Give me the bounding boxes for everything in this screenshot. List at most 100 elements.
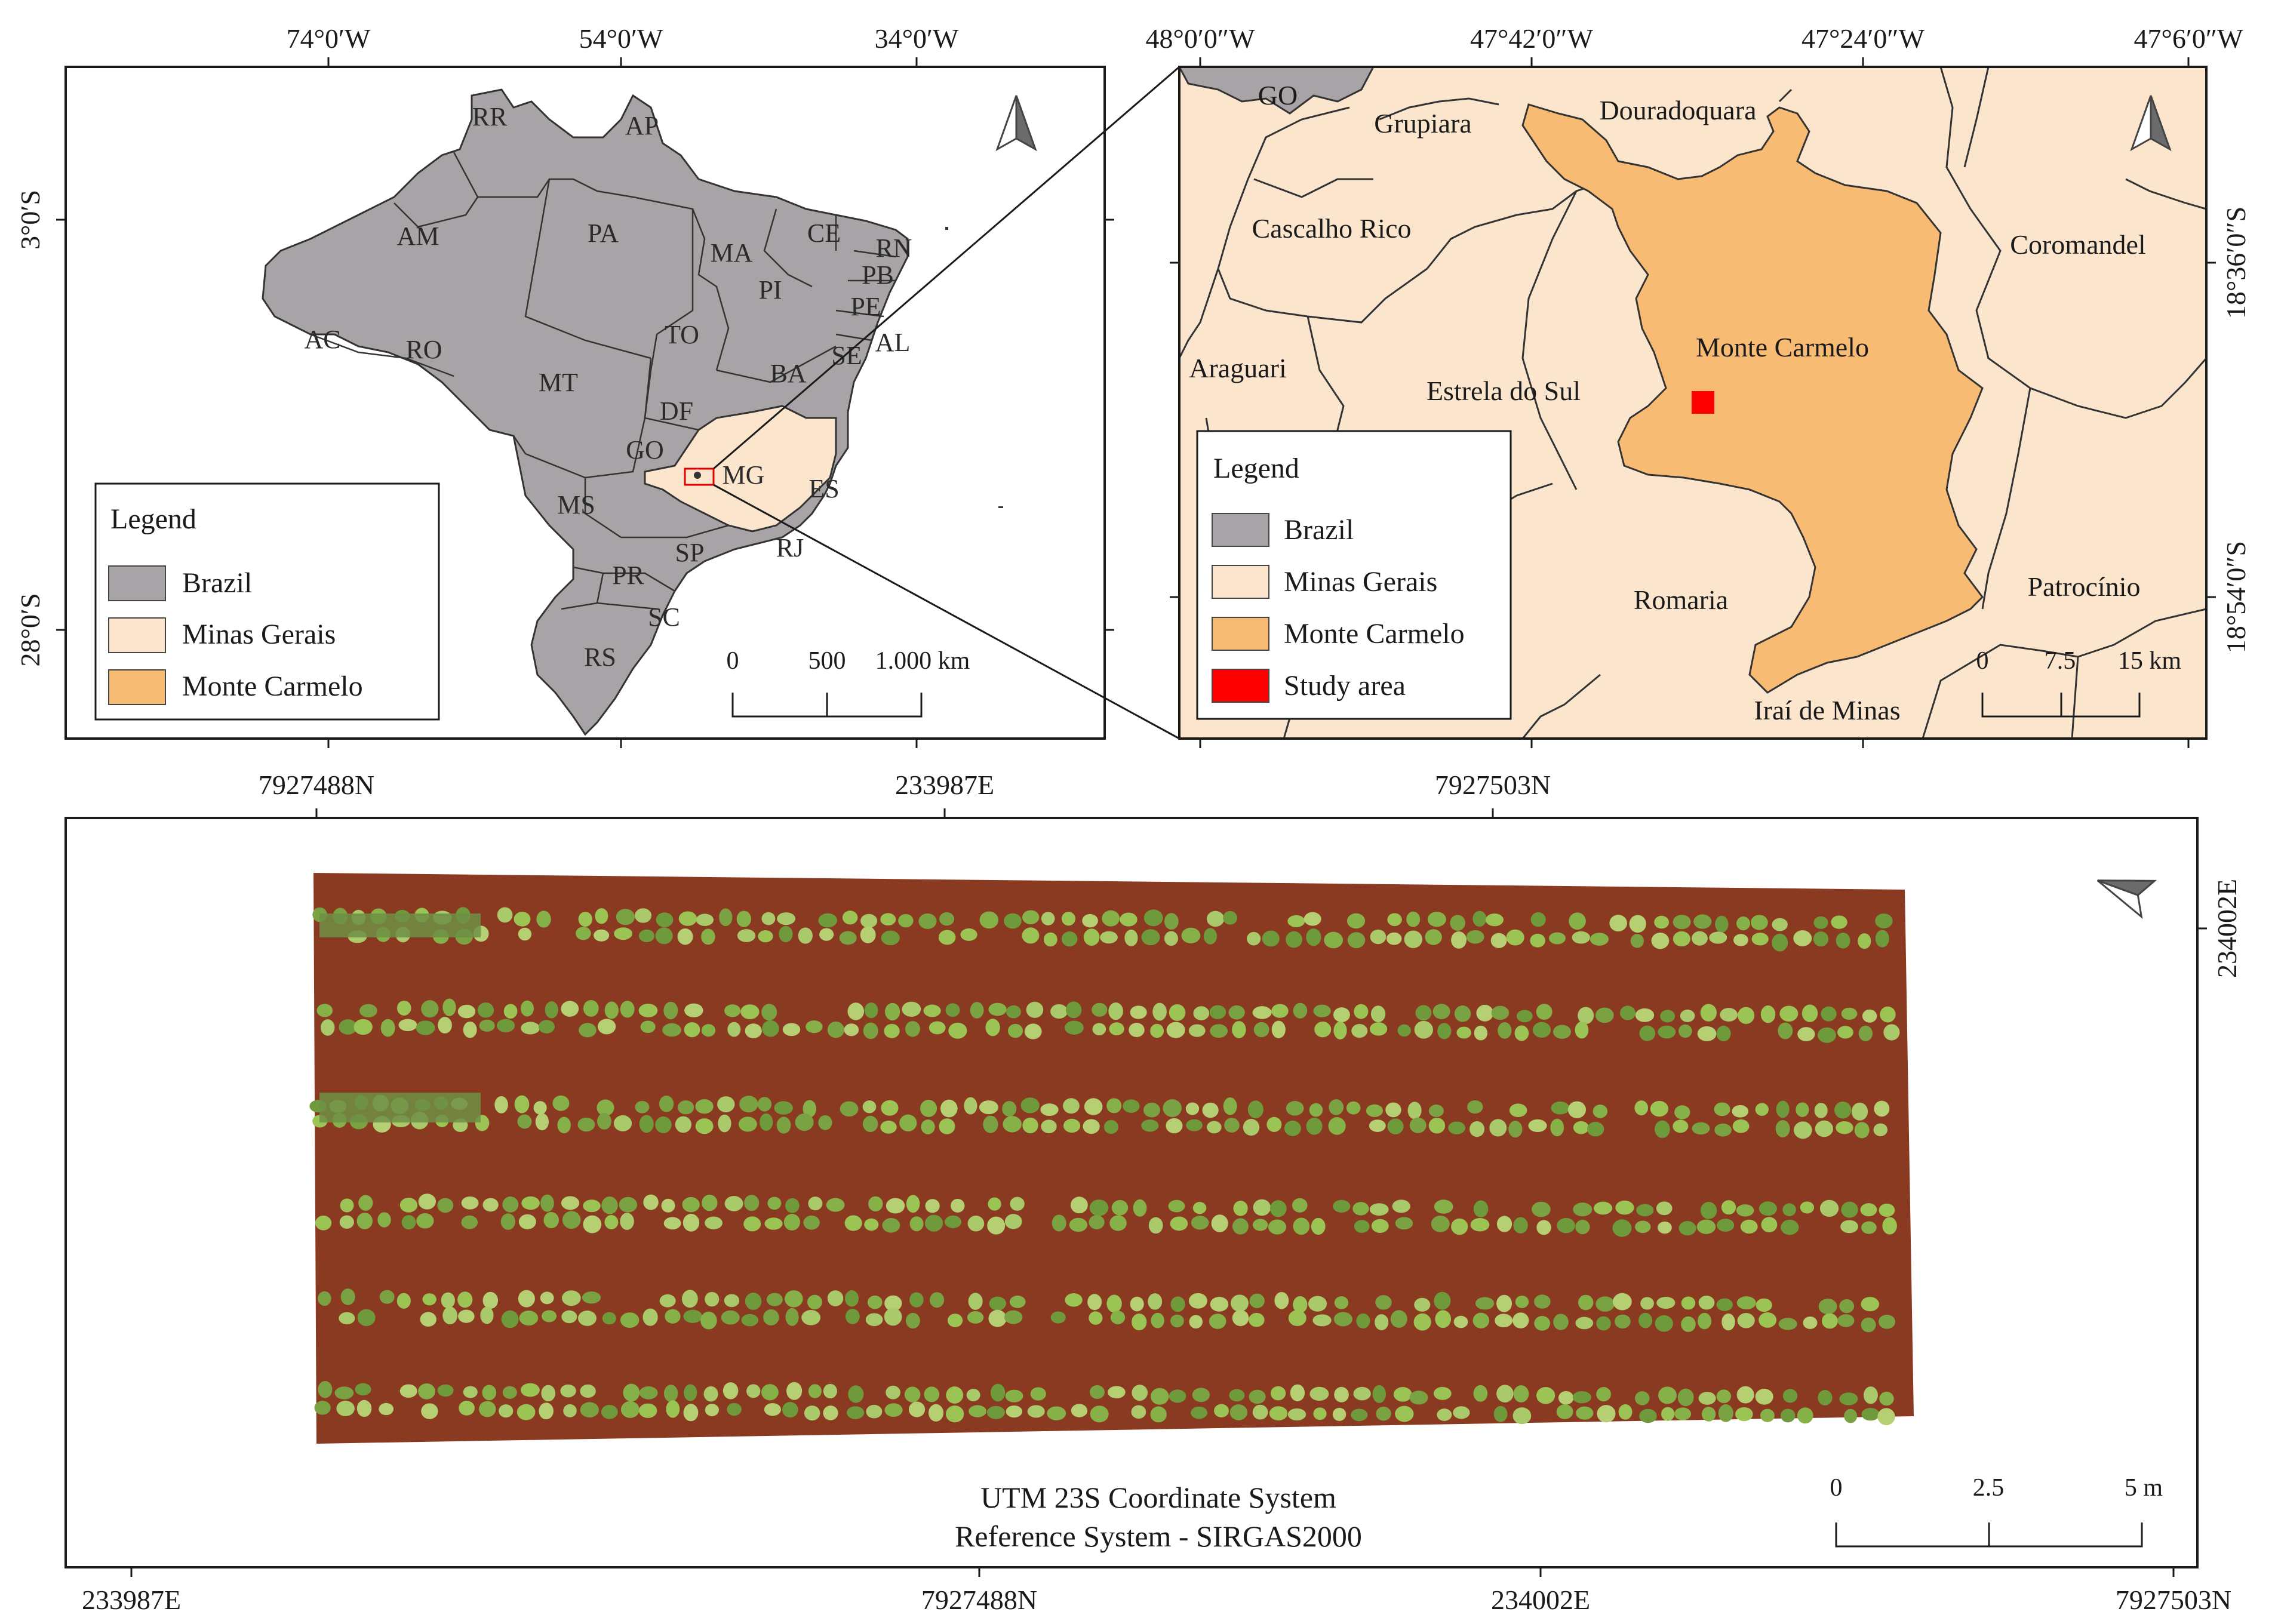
legend-item-label: Minas Gerais <box>1284 566 1437 598</box>
plant-mark <box>774 1101 793 1115</box>
state-label: MS <box>557 490 595 519</box>
plant-mark <box>1751 933 1769 946</box>
plant-mark <box>1840 1220 1859 1234</box>
plant-mark <box>1573 1121 1590 1134</box>
plant-mark <box>988 1002 1007 1016</box>
plant-mark <box>1819 1199 1839 1217</box>
plant-mark <box>902 1001 921 1017</box>
legend-swatch-minas-gerais <box>108 617 166 653</box>
state-label: PA <box>588 219 619 248</box>
plant-mark <box>1284 1120 1301 1136</box>
plant-mark <box>1877 1408 1895 1426</box>
plant-mark <box>1369 1022 1388 1036</box>
plant-mark <box>1271 1020 1286 1038</box>
plant-mark <box>1252 1404 1268 1420</box>
plant-mark <box>739 1096 758 1113</box>
plant-mark <box>597 1019 616 1035</box>
plant-mark <box>499 1404 514 1418</box>
plant-mark <box>760 1113 773 1131</box>
plant-mark <box>682 1197 700 1213</box>
plant-mark <box>1203 928 1218 945</box>
plant-mark <box>1677 1388 1694 1407</box>
plant-mark <box>1346 1101 1361 1115</box>
plant-mark <box>1716 1389 1732 1404</box>
plant-mark <box>1090 1405 1109 1423</box>
plant-mark <box>1772 933 1788 952</box>
reference-system-label: Reference System - SIRGAS2000 <box>955 1520 1362 1553</box>
plant-mark <box>884 1295 902 1312</box>
field-top-tick-label: 7927488N <box>259 770 374 800</box>
plant-mark <box>1797 1407 1813 1424</box>
weed-patch <box>319 1093 481 1122</box>
plant-mark <box>839 931 857 945</box>
plant-mark <box>737 929 756 942</box>
plant-mark <box>1109 1215 1127 1231</box>
plant-mark <box>1026 1001 1044 1018</box>
plant-mark <box>1841 1007 1858 1020</box>
plant-mark <box>1334 1296 1349 1309</box>
field-scale-bar: 0 2.5 5 m <box>1830 1474 2163 1548</box>
plant-mark <box>1485 913 1504 927</box>
plant-mark <box>1148 1217 1163 1234</box>
legend-item-label: Brazil <box>182 567 252 599</box>
coordinate-system-label: UTM 23S Coordinate System <box>980 1481 1336 1514</box>
plant-mark <box>1166 1022 1185 1038</box>
plant-mark <box>662 1023 681 1037</box>
plant-mark <box>745 1023 762 1039</box>
plant-mark <box>1387 913 1402 927</box>
legend-title: Legend <box>110 503 196 535</box>
plant-mark <box>1596 1316 1611 1331</box>
scale-label: 7.5 <box>2045 647 2076 675</box>
plant-mark <box>779 925 793 943</box>
plant-mark <box>1618 1404 1633 1420</box>
plant-mark <box>807 1294 822 1310</box>
plant-mark <box>1309 1103 1323 1117</box>
plant-mark <box>1530 912 1546 927</box>
plant-mark <box>1065 1293 1083 1307</box>
plant-mark <box>1170 1314 1184 1328</box>
plant-mark <box>1375 1295 1392 1310</box>
plant-mark <box>1536 1004 1553 1020</box>
plant-mark <box>967 1311 984 1324</box>
plant-mark <box>1496 1216 1512 1232</box>
plant-mark <box>421 1000 439 1018</box>
plant-mark <box>1508 1121 1523 1138</box>
plant-mark <box>620 1401 640 1418</box>
plant-mark <box>823 1383 837 1399</box>
plant-mark <box>1879 1314 1896 1329</box>
plant-mark <box>1192 1388 1210 1402</box>
plant-mark <box>1069 1217 1088 1232</box>
plant-mark <box>1347 932 1366 949</box>
plant-mark <box>1089 1311 1103 1325</box>
scale-label: 5 m <box>2125 1474 2163 1502</box>
plant-mark <box>1450 915 1465 931</box>
plant-mark <box>619 1197 638 1213</box>
plant-mark <box>420 1312 436 1327</box>
plant-mark <box>579 1023 597 1038</box>
plant-mark <box>763 1309 779 1325</box>
plant-mark <box>642 1308 658 1326</box>
plant-mark <box>864 1218 879 1231</box>
plant-mark <box>929 1021 946 1035</box>
plant-mark <box>1448 1121 1465 1134</box>
plant-mark <box>904 1386 921 1402</box>
plant-mark <box>1288 1310 1306 1327</box>
plant-mark <box>1406 911 1421 927</box>
plant-mark <box>1701 1407 1716 1422</box>
plant-mark <box>1387 1118 1404 1134</box>
plant-mark <box>1181 927 1201 944</box>
plant-mark <box>519 1311 539 1326</box>
plant-mark <box>1324 931 1344 949</box>
plant-mark <box>1595 1296 1615 1312</box>
plant-mark <box>1818 1390 1833 1405</box>
plant-mark <box>1249 1312 1265 1327</box>
plant-mark <box>1493 1405 1508 1422</box>
plant-mark <box>818 1115 832 1130</box>
plant-mark <box>1597 1405 1616 1423</box>
plant-mark <box>1818 1298 1837 1315</box>
state-label: BA <box>770 359 806 388</box>
plant-mark <box>1794 1121 1812 1139</box>
plant-mark <box>767 1197 782 1210</box>
plant-mark <box>908 1401 926 1417</box>
plant-mark <box>1880 1006 1896 1023</box>
